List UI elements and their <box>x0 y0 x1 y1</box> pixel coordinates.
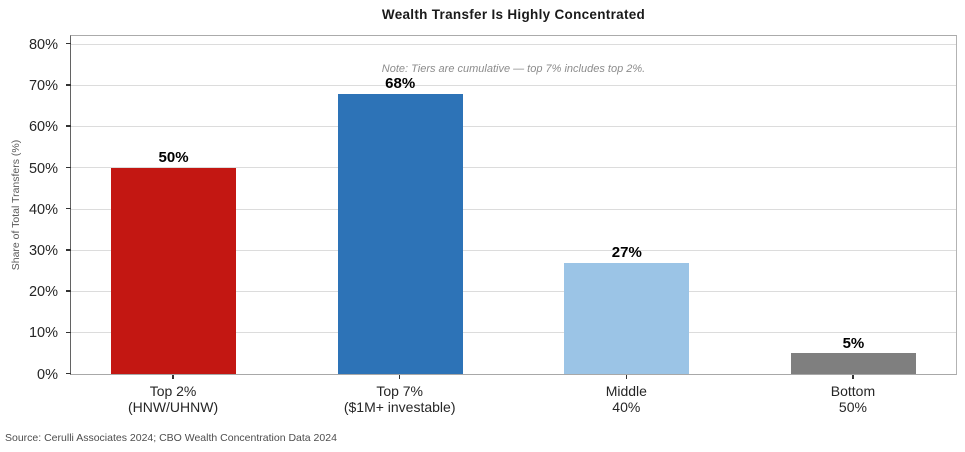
x-tick-mark-3 <box>852 374 854 379</box>
gridline-40 <box>71 208 956 210</box>
y-tick-mark-50 <box>65 166 71 169</box>
y-tick-label-0: 0% <box>37 366 58 383</box>
gridline-20 <box>71 291 956 293</box>
gridline-10 <box>71 332 956 334</box>
x-tick-mark-1 <box>398 374 401 379</box>
chart-note: Note: Tiers are cumulative — top 7% incl… <box>381 63 646 75</box>
bar-0 <box>111 167 236 374</box>
x-tick-mark-0 <box>172 374 174 379</box>
y-tick-label-50: 50% <box>28 160 58 177</box>
y-tick-mark-10 <box>65 331 71 333</box>
y-tick-label-70: 70% <box>28 78 58 95</box>
x-tick-label-0: Top 2% (HNW/UHNW) <box>127 383 219 416</box>
bar-3 <box>791 353 916 374</box>
gridline-50 <box>71 167 956 169</box>
y-tick-label-30: 30% <box>28 242 58 259</box>
y-tick-mark-80 <box>65 43 71 45</box>
y-tick-mark-40 <box>65 207 71 210</box>
y-tick-mark-70 <box>65 84 71 86</box>
plot-area: 50% 68% 27% 5% <box>70 35 957 375</box>
gridline-70 <box>71 84 956 86</box>
bar-value-label-3: 5% <box>842 334 865 352</box>
source-note: Source: Cerulli Associates 2024; CBO Wea… <box>5 431 337 444</box>
bar-value-label-0: 50% <box>158 149 189 167</box>
gridline-30 <box>71 249 956 251</box>
y-tick-label-20: 20% <box>28 284 58 301</box>
bar-value-label-2: 27% <box>611 244 642 262</box>
gridline-80 <box>71 43 956 45</box>
y-tick-mark-0 <box>65 372 71 375</box>
y-tick-mark-20 <box>65 290 71 292</box>
y-tick-mark-30 <box>65 249 71 251</box>
x-tick-label-3: Bottom 50% <box>830 383 876 416</box>
y-tick-label-10: 10% <box>28 325 58 342</box>
y-tick-label-80: 80% <box>28 36 58 53</box>
bar-value-label-1: 68% <box>385 75 416 93</box>
bar-1 <box>337 93 463 374</box>
x-tick-label-2: Middle 40% <box>605 383 647 416</box>
y-tick-mark-60 <box>65 125 71 127</box>
y-tick-label-60: 60% <box>28 119 58 136</box>
x-tick-mark-2 <box>625 374 627 379</box>
x-tick-label-1: Top 7% ($1M+ investable) <box>343 383 456 416</box>
bar-2 <box>564 262 690 374</box>
chart-title: Wealth Transfer Is Highly Concentrated <box>381 7 646 22</box>
y-tick-label-40: 40% <box>28 201 58 218</box>
gridline-60 <box>71 126 956 128</box>
